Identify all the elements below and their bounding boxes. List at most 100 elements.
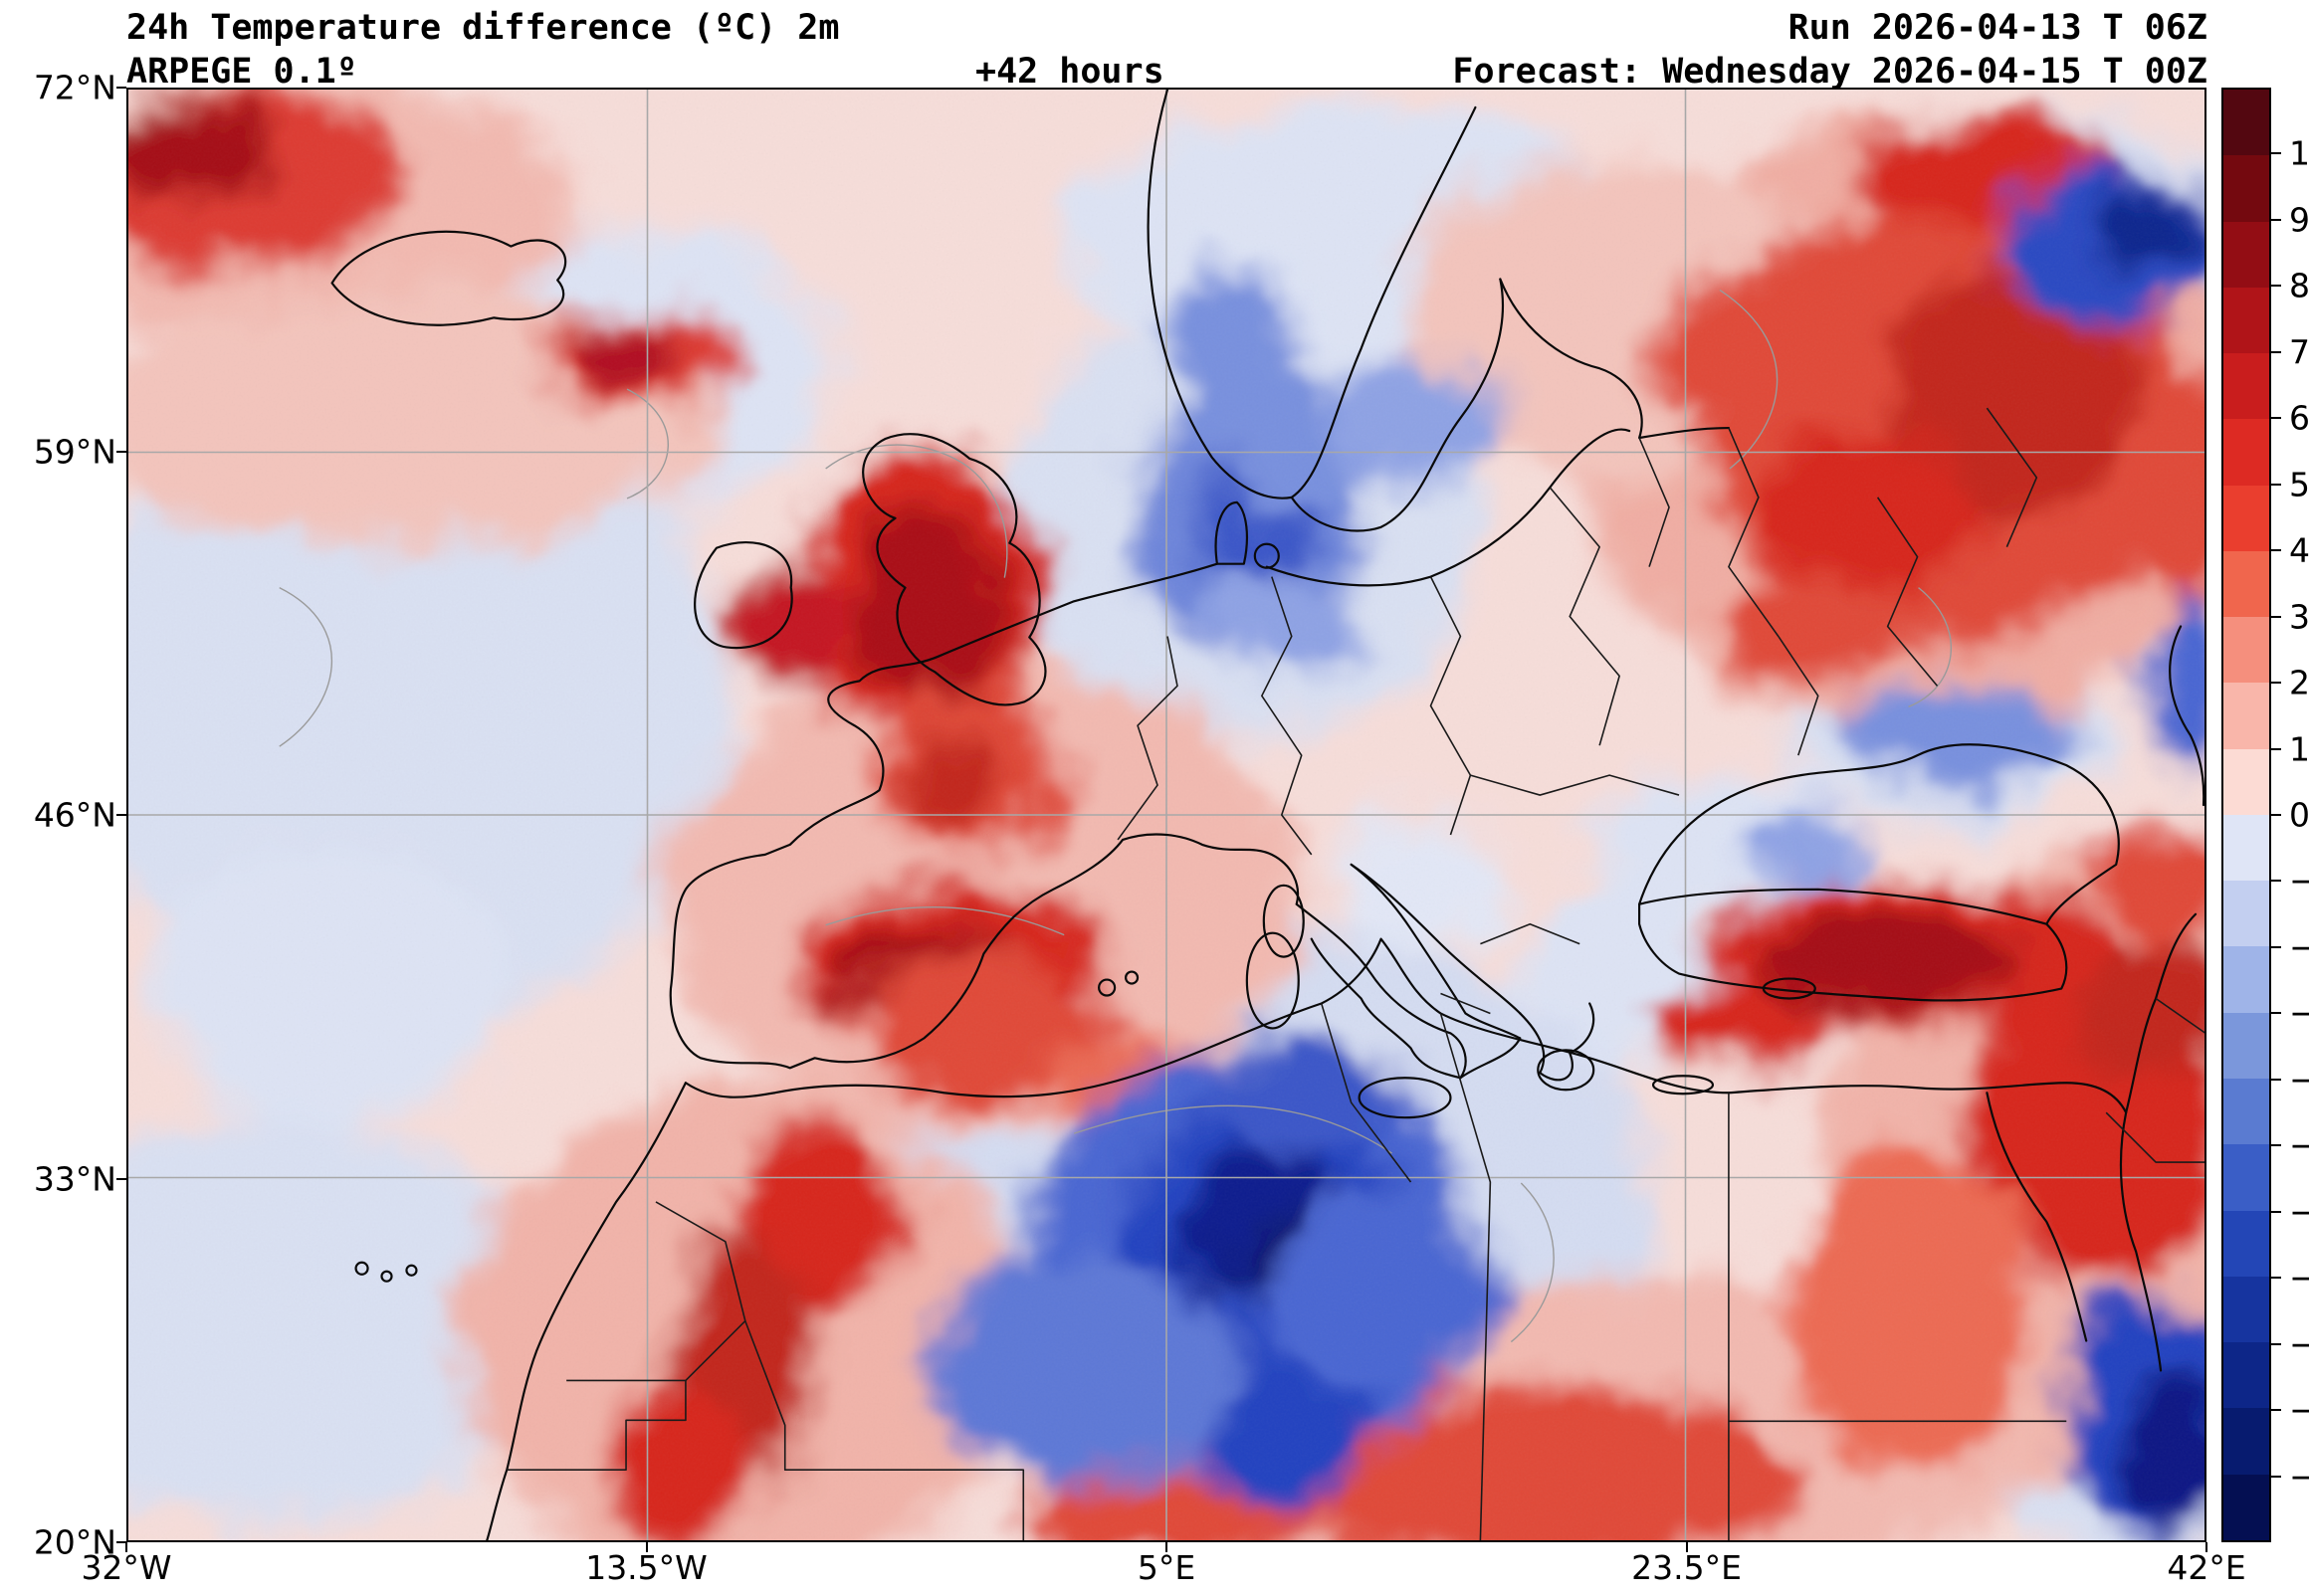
colorbar-segment (2223, 287, 2269, 354)
colorbar-segment (2223, 1276, 2269, 1343)
colorbar-tick-label: 7 (2289, 332, 2309, 372)
chart-title: 24h Temperature difference (ºC) 2m (126, 8, 840, 48)
black-sea-coast (1637, 743, 2120, 925)
graticule (128, 90, 2204, 1540)
colorbar-segment (2223, 221, 2269, 288)
red-sea-west-shore (1986, 1092, 2088, 1342)
colorbar-tick-mark (2271, 417, 2281, 420)
colorbar-tick-mark (2271, 1144, 2281, 1147)
colorbar-tick-mark (2271, 1475, 2281, 1478)
morocco-atlantic-coast (486, 1082, 688, 1540)
colorbar-segment (2223, 683, 2269, 749)
colorbar-segment (2223, 748, 2269, 815)
colorbar-segment (2223, 617, 2269, 684)
baltic-south-coast (1265, 428, 1631, 587)
lat-tick-mark (116, 450, 126, 453)
colorbar-tick-mark (2271, 814, 2281, 816)
colorbar-segment (2223, 814, 2269, 882)
colorbar-tick-label: −9 (2289, 1390, 2309, 1430)
sardinia-island (1245, 931, 1300, 1030)
colorbar-tick-mark (2271, 285, 2281, 288)
colorbar-tick-mark (2271, 1210, 2281, 1213)
colorbar-segment (2223, 1012, 2269, 1079)
colorbar-tick-label: −10 (2289, 1457, 2309, 1496)
lon-tick-label: 23.5°E (1631, 1548, 1742, 1587)
colorbar-tick-mark (2271, 1078, 2281, 1081)
colorbar-tick-label: 8 (2289, 266, 2309, 305)
colorbar-segment (2223, 1078, 2269, 1145)
colorbar-tick-mark (2271, 218, 2281, 221)
colorbar-segment (2223, 485, 2269, 551)
colorbar-tick-label: 4 (2289, 530, 2309, 570)
colorbar (2221, 88, 2271, 1542)
lon-tick-mark (1165, 1542, 1167, 1552)
colorbar-tick-label: −2 (2289, 927, 2309, 967)
lat-tick-label: 72°N (33, 68, 116, 107)
colorbar-tick-label: −1 (2289, 861, 2309, 900)
colorbar-tick-mark (2271, 880, 2281, 883)
north-africa-coast (684, 912, 2198, 1114)
colorbar-tick-label: −7 (2289, 1258, 2309, 1297)
lat-tick-label: 46°N (33, 795, 116, 835)
colorbar-segment (2223, 1144, 2269, 1211)
adriatic-east-coast (1350, 863, 1522, 1015)
colorbar-segment (2223, 1474, 2269, 1540)
denmark-coast (1214, 500, 1249, 565)
run-label: Run 2026-04-13 T 06Z (1787, 8, 2207, 48)
temperature-field-svg (128, 90, 2204, 1540)
lon-tick-mark (2205, 1542, 2207, 1552)
lon-tick-mark (125, 1542, 127, 1552)
colorbar-tick-mark (2271, 1012, 2281, 1015)
red-sea-east-shore (2119, 1111, 2163, 1372)
lat-tick-mark (116, 814, 126, 816)
lead-time-label: +42 hours (975, 52, 1164, 92)
colorbar-tick-mark (2271, 549, 2281, 552)
colorbar-tick-label: 3 (2289, 597, 2309, 637)
lon-tick-mark (1685, 1542, 1688, 1552)
colorbar-tick-label: −5 (2289, 1125, 2309, 1165)
turkey-coast (1637, 888, 2068, 1002)
sweden-coast (1290, 278, 1505, 532)
lon-tick-label: 5°E (1137, 1548, 1196, 1587)
iceland-coast (330, 230, 567, 326)
colorbar-tick-mark (2271, 682, 2281, 685)
crete-island (1651, 1075, 1715, 1096)
map-canvas (126, 88, 2206, 1542)
lat-tick-mark (116, 1541, 126, 1543)
colorbar-tick-label: −4 (2289, 1060, 2309, 1099)
colorbar-tick-mark (2271, 615, 2281, 618)
colorbar-tick-label: 0 (2289, 795, 2309, 835)
country-borders (507, 407, 2204, 1540)
canary-island (354, 1261, 369, 1276)
colorbar-tick-mark (2271, 152, 2281, 155)
italy-east-coast (1350, 863, 1522, 1080)
colorbar-segment (2223, 90, 2269, 156)
lat-tick-mark (116, 87, 126, 89)
zero-contours (279, 289, 1952, 1343)
lat-tick-mark (116, 1177, 126, 1180)
colorbar-tick-mark (2271, 483, 2281, 486)
caspian-shore (2169, 625, 2204, 807)
colorbar-tick-mark (2271, 1277, 2281, 1280)
balearic-island (1098, 978, 1117, 997)
coastlines (330, 90, 2204, 1540)
finland-coast (1499, 278, 1731, 440)
great-britain-coast (862, 433, 1047, 706)
colorbar-tick-mark (2271, 1409, 2281, 1412)
lon-tick-label: 32°W (81, 1548, 172, 1587)
colorbar-tick-mark (2271, 1342, 2281, 1345)
colorbar-tick-mark (2271, 747, 2281, 750)
lon-tick-mark (645, 1542, 648, 1552)
colorbar-segment (2223, 550, 2269, 618)
greece-coast (1519, 1002, 1595, 1082)
lat-tick-label: 59°N (33, 432, 116, 471)
colorbar-segment (2223, 1408, 2269, 1475)
colorbar-tick-marks (2271, 88, 2283, 1542)
canary-island (405, 1264, 418, 1277)
colorbar-segment (2223, 1342, 2269, 1409)
forecast-label: Forecast: Wednesday 2026-04-15 T 00Z (1452, 52, 2207, 92)
colorbar-tick-label: −6 (2289, 1192, 2309, 1232)
italy-west-coast (1295, 902, 1467, 1080)
colorbar-segment (2223, 155, 2269, 222)
